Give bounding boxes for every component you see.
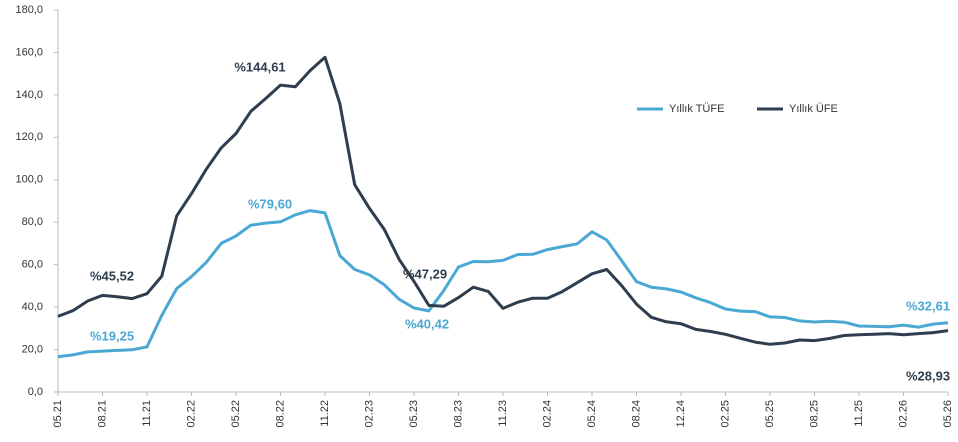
y-tick-label: 100,0 bbox=[15, 174, 43, 186]
x-tick-label: 05.22 bbox=[230, 400, 242, 428]
annotation: %28,93 bbox=[906, 368, 950, 383]
y-tick-label: 120,0 bbox=[15, 131, 43, 143]
y-tick-label: 140,0 bbox=[15, 89, 43, 101]
x-tick-label: 02.22 bbox=[185, 400, 197, 428]
annotation: %47,29 bbox=[403, 266, 447, 281]
x-tick-label: 08.25 bbox=[808, 400, 820, 428]
x-tick-label: 08.23 bbox=[452, 400, 464, 428]
annotation: %19,25 bbox=[90, 328, 134, 343]
x-tick-label: 05.25 bbox=[764, 400, 776, 428]
x-tick-label: 08.24 bbox=[630, 400, 642, 428]
x-tick-label: 02.23 bbox=[363, 400, 375, 428]
series-line bbox=[57, 55, 949, 346]
x-tick-label: 02.26 bbox=[897, 400, 909, 428]
y-tick-label: 0,0 bbox=[28, 386, 43, 398]
x-tick-label: 08.21 bbox=[96, 400, 108, 428]
x-tick-label: 02.25 bbox=[719, 400, 731, 428]
y-tick-label: 180,0 bbox=[15, 4, 43, 16]
x-tick-label: 11.23 bbox=[497, 400, 509, 427]
annotation: %79,60 bbox=[248, 196, 292, 211]
x-tick-label: 05.23 bbox=[408, 400, 420, 428]
x-tick-label: 08.22 bbox=[274, 400, 286, 428]
x-tick-label: 11.21 bbox=[141, 400, 153, 427]
y-tick-label: 20,0 bbox=[22, 343, 43, 355]
x-tick-label: 05.24 bbox=[586, 400, 598, 428]
annotation: %32,61 bbox=[906, 298, 950, 313]
legend-label: Yıllık ÜFE bbox=[789, 103, 838, 115]
x-tick-label: 02.24 bbox=[541, 400, 553, 428]
annotation: %45,52 bbox=[90, 268, 134, 283]
x-tick-label: 12.24 bbox=[675, 400, 687, 428]
annotation: %40,42 bbox=[405, 316, 449, 331]
annotation: %144,61 bbox=[234, 59, 285, 74]
y-tick-label: 80,0 bbox=[22, 216, 43, 228]
x-tick-label: 11.25 bbox=[853, 400, 865, 427]
x-tick-label: 05.26 bbox=[942, 400, 954, 428]
y-tick-label: 160,0 bbox=[15, 46, 43, 58]
y-tick-label: 60,0 bbox=[22, 259, 43, 271]
legend-label: Yıllık TÜFE bbox=[669, 103, 724, 115]
series-line bbox=[57, 209, 949, 359]
y-tick-label: 40,0 bbox=[22, 301, 43, 313]
x-tick-label: 05.21 bbox=[52, 400, 64, 428]
x-tick-label: 11.22 bbox=[319, 400, 331, 427]
